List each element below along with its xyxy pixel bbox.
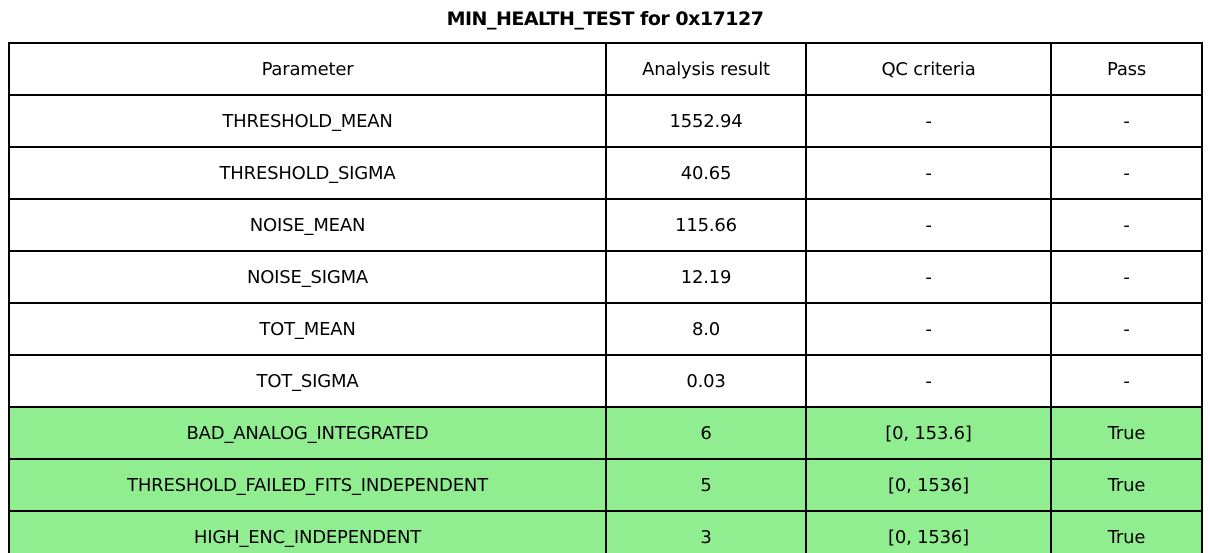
table-row: TOT_SIGMA 0.03 - - <box>8 354 1203 408</box>
analysis-result-cell: 3 <box>605 510 807 553</box>
analysis-result-cell: 40.65 <box>605 146 807 200</box>
table-row-pass: BAD_ANALOG_INTEGRATED 6 [0, 153.6] True <box>8 406 1203 460</box>
col-header-parameter: Parameter <box>8 42 607 96</box>
pass-cell: True <box>1050 510 1203 553</box>
table-row: NOISE_SIGMA 12.19 - - <box>8 250 1203 304</box>
table-row: THRESHOLD_MEAN 1552.94 - - <box>8 94 1203 148</box>
analysis-result-cell: 115.66 <box>605 198 807 252</box>
qc-criteria-cell: - <box>805 94 1052 148</box>
qc-criteria-cell: - <box>805 354 1052 408</box>
qc-criteria-cell: [0, 1536] <box>805 510 1052 553</box>
pass-cell: - <box>1050 250 1203 304</box>
analysis-result-cell: 1552.94 <box>605 94 807 148</box>
pass-cell: True <box>1050 406 1203 460</box>
analysis-result-cell: 12.19 <box>605 250 807 304</box>
parameter-cell: NOISE_SIGMA <box>8 250 607 304</box>
pass-cell: True <box>1050 458 1203 512</box>
parameter-cell: TOT_SIGMA <box>8 354 607 408</box>
parameter-cell: THRESHOLD_SIGMA <box>8 146 607 200</box>
analysis-result-cell: 6 <box>605 406 807 460</box>
qc-criteria-cell: - <box>805 146 1052 200</box>
header-row: Parameter Analysis result QC criteria Pa… <box>8 42 1203 96</box>
parameter-cell: TOT_MEAN <box>8 302 607 356</box>
analysis-result-cell: 0.03 <box>605 354 807 408</box>
pass-cell: - <box>1050 146 1203 200</box>
parameter-cell: BAD_ANALOG_INTEGRATED <box>8 406 607 460</box>
table-row-pass: THRESHOLD_FAILED_FITS_INDEPENDENT 5 [0, … <box>8 458 1203 512</box>
pass-cell: - <box>1050 302 1203 356</box>
analysis-result-cell: 5 <box>605 458 807 512</box>
table-row: NOISE_MEAN 115.66 - - <box>8 198 1203 252</box>
figure-title: MIN_HEALTH_TEST for 0x17127 <box>446 8 764 30</box>
pass-cell: - <box>1050 354 1203 408</box>
analysis-result-cell: 8.0 <box>605 302 807 356</box>
qc-criteria-cell: [0, 1536] <box>805 458 1052 512</box>
qc-criteria-cell: - <box>805 198 1052 252</box>
col-header-qc-criteria: QC criteria <box>805 42 1052 96</box>
parameter-cell: THRESHOLD_FAILED_FITS_INDEPENDENT <box>8 458 607 512</box>
parameter-cell: THRESHOLD_MEAN <box>8 94 607 148</box>
col-header-pass: Pass <box>1050 42 1203 96</box>
table-row: THRESHOLD_SIGMA 40.65 - - <box>8 146 1203 200</box>
pass-cell: - <box>1050 198 1203 252</box>
table-row: TOT_MEAN 8.0 - - <box>8 302 1203 356</box>
qc-criteria-cell: - <box>805 250 1052 304</box>
pass-cell: - <box>1050 94 1203 148</box>
parameter-cell: NOISE_MEAN <box>8 198 607 252</box>
qc-criteria-cell: - <box>805 302 1052 356</box>
parameter-cell: HIGH_ENC_INDEPENDENT <box>8 510 607 553</box>
col-header-analysis-result: Analysis result <box>605 42 807 96</box>
table-row-pass: HIGH_ENC_INDEPENDENT 3 [0, 1536] True <box>8 510 1203 553</box>
qc-results-table: Parameter Analysis result QC criteria Pa… <box>8 42 1203 553</box>
qc-criteria-cell: [0, 153.6] <box>805 406 1052 460</box>
